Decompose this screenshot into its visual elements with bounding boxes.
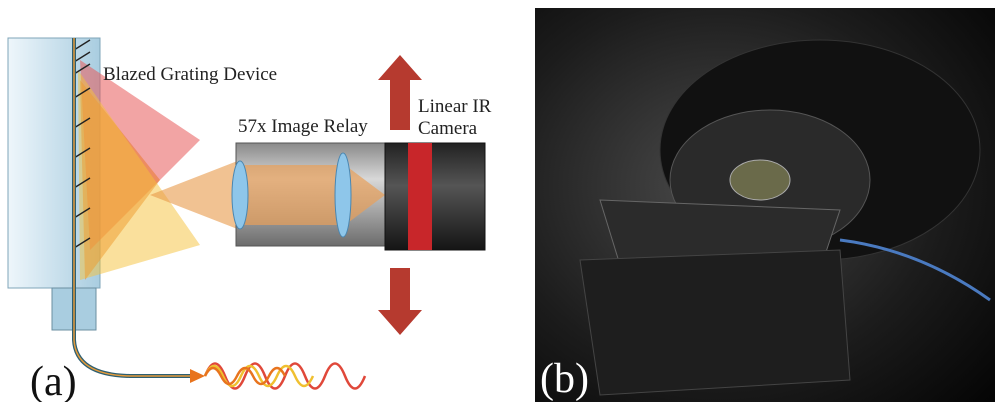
block bbox=[579, 249, 851, 396]
beam bbox=[150, 160, 240, 230]
panel-a: Blazed Grating Device 57x Image Relay Li… bbox=[7, 37, 492, 402]
sensor bbox=[408, 143, 432, 250]
camera bbox=[384, 142, 486, 251]
relay-label: 57x Image Relay bbox=[238, 116, 368, 137]
panel-label: (b) bbox=[540, 356, 589, 402]
grating-label: Blazed Grating Device bbox=[103, 64, 277, 85]
grating-ticks bbox=[73, 39, 91, 249]
camera-label: Linear IR bbox=[418, 96, 492, 117]
camera-label: Camera bbox=[418, 118, 478, 139]
lens bbox=[231, 160, 249, 230]
fiber-core bbox=[73, 38, 190, 377]
lens bbox=[334, 152, 352, 238]
beam bbox=[78, 70, 200, 280]
wave bbox=[203, 364, 315, 388]
input-arrow bbox=[190, 369, 205, 383]
panel-label: (a) bbox=[30, 359, 77, 402]
wave bbox=[203, 366, 287, 386]
arrow-up bbox=[378, 55, 422, 130]
fiber bbox=[839, 238, 991, 302]
arrow-down bbox=[378, 268, 422, 335]
panel-b: (b) bbox=[535, 8, 995, 402]
lens-center bbox=[729, 159, 791, 201]
